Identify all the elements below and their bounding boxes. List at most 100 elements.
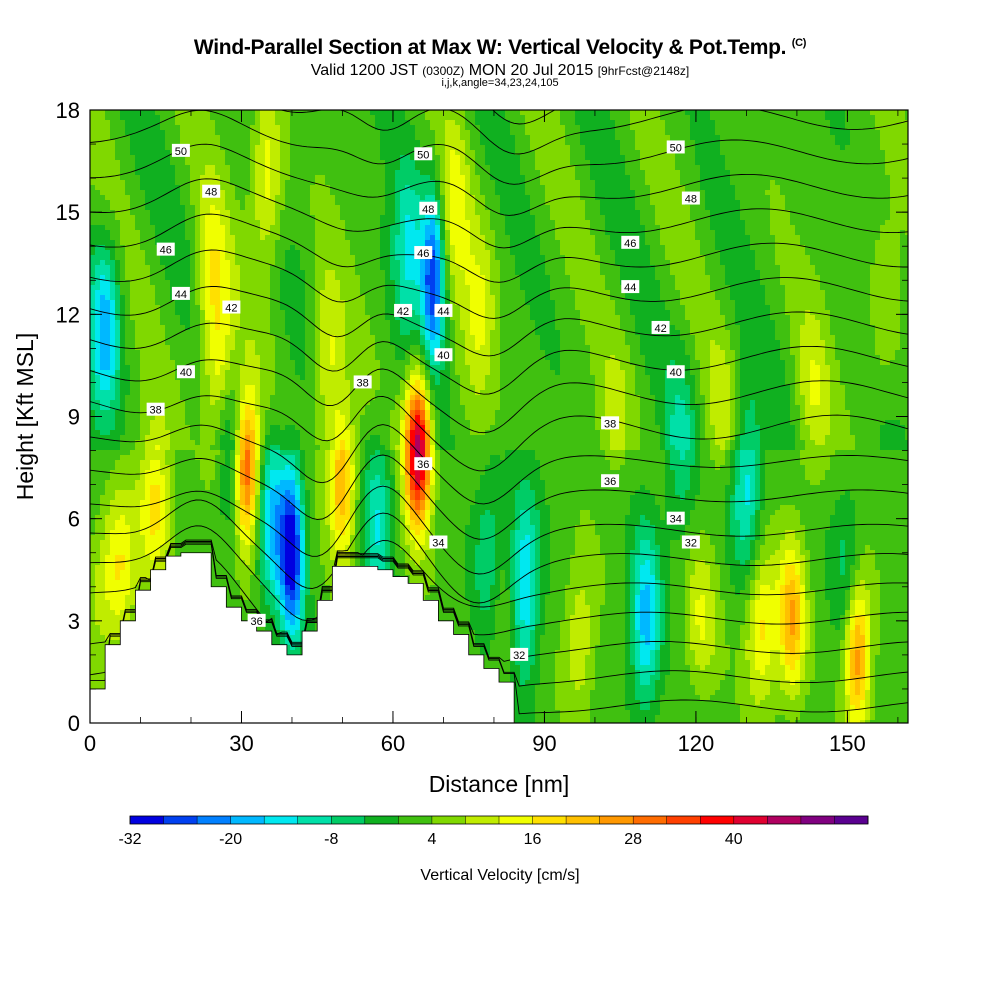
field-cell bbox=[835, 230, 841, 236]
field-cell bbox=[125, 235, 131, 241]
field-cell bbox=[810, 115, 816, 121]
field-cell bbox=[235, 210, 241, 216]
field-cell bbox=[570, 200, 576, 206]
field-cell bbox=[235, 195, 241, 201]
field-cell bbox=[490, 145, 496, 151]
field-cell bbox=[135, 135, 141, 141]
field-cell bbox=[210, 235, 216, 241]
field-cell bbox=[635, 180, 641, 186]
field-cell bbox=[565, 235, 571, 241]
field-cell bbox=[430, 160, 436, 166]
field-cell bbox=[865, 255, 871, 261]
field-cell bbox=[185, 130, 191, 136]
field-cell bbox=[645, 150, 651, 156]
field-cell bbox=[280, 255, 286, 261]
field-cell bbox=[870, 110, 876, 116]
field-cell bbox=[835, 235, 841, 241]
field-cell bbox=[370, 220, 376, 226]
field-cell bbox=[435, 175, 441, 181]
field-cell bbox=[120, 230, 126, 236]
field-cell bbox=[855, 250, 861, 256]
field-cell bbox=[300, 120, 306, 126]
field-cell bbox=[750, 250, 756, 256]
field-cell bbox=[135, 175, 141, 181]
field-cell bbox=[500, 125, 506, 131]
field-cell bbox=[135, 225, 141, 231]
field-cell bbox=[495, 120, 501, 126]
field-cell bbox=[90, 255, 96, 261]
field-cell bbox=[740, 110, 746, 116]
field-cell bbox=[190, 160, 196, 166]
field-cell bbox=[200, 150, 206, 156]
field-cell bbox=[845, 155, 851, 161]
field-cell bbox=[160, 185, 166, 191]
field-cell bbox=[500, 185, 506, 191]
field-cell bbox=[440, 205, 446, 211]
field-cell bbox=[885, 115, 891, 121]
field-cell bbox=[450, 135, 456, 141]
field-cell bbox=[850, 235, 856, 241]
field-cell bbox=[825, 200, 831, 206]
field-cell bbox=[390, 185, 396, 191]
field-cell bbox=[370, 135, 376, 141]
field-cell bbox=[325, 200, 331, 206]
field-cell bbox=[215, 260, 221, 266]
field-cell bbox=[785, 250, 791, 256]
field-cell bbox=[705, 245, 711, 251]
field-cell bbox=[90, 220, 96, 226]
field-cell bbox=[510, 250, 516, 256]
field-cell bbox=[745, 200, 751, 206]
field-cell bbox=[740, 210, 746, 216]
field-cell bbox=[495, 220, 501, 226]
field-cell bbox=[755, 165, 761, 171]
field-cell bbox=[640, 185, 646, 191]
field-cell bbox=[295, 200, 301, 206]
field-cell bbox=[540, 240, 546, 246]
field-cell bbox=[385, 200, 391, 206]
field-cell bbox=[880, 130, 886, 136]
field-cell bbox=[110, 255, 116, 261]
field-cell bbox=[385, 120, 391, 126]
field-cell bbox=[270, 255, 276, 261]
field-cell bbox=[535, 140, 541, 146]
field-cell bbox=[335, 215, 341, 221]
field-cell bbox=[880, 170, 886, 176]
field-cell bbox=[485, 180, 491, 186]
field-cell bbox=[625, 160, 631, 166]
field-cell bbox=[540, 235, 546, 241]
field-cell bbox=[225, 225, 231, 231]
field-cell bbox=[175, 195, 181, 201]
field-cell bbox=[230, 165, 236, 171]
field-cell bbox=[445, 200, 451, 206]
field-cell bbox=[305, 220, 311, 226]
field-cell bbox=[420, 220, 426, 226]
field-cell bbox=[290, 135, 296, 141]
field-cell bbox=[855, 205, 861, 211]
field-cell bbox=[710, 205, 716, 211]
field-cell bbox=[890, 185, 896, 191]
field-cell bbox=[815, 150, 821, 156]
field-cell bbox=[720, 115, 726, 121]
field-cell bbox=[510, 200, 516, 206]
field-cell bbox=[660, 165, 666, 171]
field-cell bbox=[760, 195, 766, 201]
field-cell bbox=[515, 170, 521, 176]
field-cell bbox=[700, 125, 706, 131]
field-cell bbox=[475, 245, 481, 251]
field-cell bbox=[100, 165, 106, 171]
field-cell bbox=[470, 125, 476, 131]
field-cell bbox=[510, 230, 516, 236]
field-cell bbox=[685, 160, 691, 166]
field-cell bbox=[510, 240, 516, 246]
field-cell bbox=[355, 110, 361, 116]
field-cell bbox=[675, 170, 681, 176]
field-cell bbox=[280, 245, 286, 251]
field-cell bbox=[410, 180, 416, 186]
field-cell bbox=[790, 215, 796, 221]
field-cell bbox=[650, 195, 656, 201]
field-cell bbox=[775, 250, 781, 256]
field-cell bbox=[345, 155, 351, 161]
field-cell bbox=[670, 255, 676, 261]
field-cell bbox=[285, 120, 291, 126]
field-cell bbox=[500, 235, 506, 241]
